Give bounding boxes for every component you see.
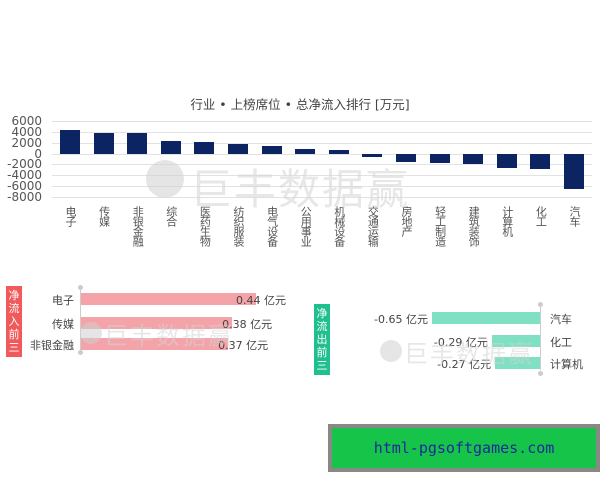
net-inflow-bar-chart: 6000 4000 2000 0 -2000 -4000 -6000 -8000 电子 传媒 非银金…: [7, 114, 592, 246]
x-axis-label: 计算机: [500, 206, 514, 236]
bar[interactable]: [194, 141, 215, 154]
outflow-axis: [540, 306, 541, 370]
bar[interactable]: [396, 153, 416, 163]
y-tick-label: 0: [34, 146, 42, 161]
y-tick-label: 2000: [11, 135, 42, 150]
outflow-value-label: -0.27 亿元: [437, 358, 492, 371]
footer-banner: html-pgsoftgames.com: [328, 424, 600, 472]
bar[interactable]: [60, 129, 80, 154]
gridline: [52, 186, 592, 188]
outflow-tag-label: 净流出前三: [316, 307, 328, 372]
inflow-bar[interactable]: [81, 317, 233, 329]
x-axis-label: 综合: [164, 206, 178, 226]
x-axis-label: 化工: [534, 206, 548, 226]
bar[interactable]: [228, 143, 248, 154]
gridline: [52, 175, 592, 177]
outflow-bar[interactable]: [495, 357, 540, 369]
x-axis-label: 汽车: [568, 206, 581, 226]
gridline: [52, 121, 592, 122]
gridline: [52, 142, 592, 144]
x-axis-label: 纺织服装: [232, 206, 245, 246]
inflow-bar[interactable]: [81, 293, 256, 305]
inflow-axis: [80, 290, 81, 350]
x-axis-label: 机械设备: [332, 206, 346, 246]
x-axis-label: 公用事业: [299, 206, 313, 246]
x-axis-label: 电子: [64, 206, 77, 226]
bar[interactable]: [429, 153, 450, 163]
y-tick-label: 4000: [11, 124, 42, 139]
bar[interactable]: [564, 153, 584, 189]
inflow-item-name: 电子: [52, 294, 74, 307]
outflow-bar[interactable]: [491, 335, 540, 347]
footer-link[interactable]: html-pgsoftgames.com: [332, 428, 596, 468]
x-axis-label: 电气设备: [265, 206, 279, 246]
inflow-value-label: 0.38 亿元: [222, 318, 273, 331]
outflow-item-name: 化工: [550, 336, 572, 349]
bar[interactable]: [160, 141, 181, 154]
bar[interactable]: [93, 132, 114, 154]
outflow-tag: 净流出前三: [314, 304, 330, 375]
y-tick-label: -2000: [7, 157, 42, 172]
outflow-item-name: 汽车: [550, 313, 572, 326]
axis-dot: [538, 371, 543, 376]
x-axis-label: 非银金融: [131, 206, 145, 246]
bar[interactable]: [496, 153, 517, 169]
inflow-bar[interactable]: [81, 338, 229, 350]
axis-dot: [538, 302, 543, 307]
inflow-value-label: 0.44 亿元: [236, 294, 286, 307]
bar[interactable]: [328, 150, 349, 154]
gridline: [52, 153, 592, 155]
bar[interactable]: [127, 133, 148, 154]
watermark-logo-icon: [146, 160, 184, 198]
y-tick-label: -6000: [7, 179, 42, 194]
outflow-bar[interactable]: [432, 312, 540, 324]
inflow-tag: 净流入前三: [6, 286, 22, 357]
x-axis-label: 交通运输: [366, 206, 380, 246]
bar[interactable]: [463, 153, 484, 165]
axis-dot: [78, 350, 83, 355]
inflow-item-name: 传媒: [52, 318, 74, 331]
chart-title: 行业 • 上榜席位 • 总净流入排行 [万元]: [190, 97, 410, 112]
bar[interactable]: [362, 153, 383, 158]
gridline: [52, 131, 592, 133]
x-axis-label: 轻工制造: [433, 206, 447, 246]
y-tick-label: 6000: [11, 114, 42, 128]
y-tick-label: -8000: [7, 190, 42, 204]
inflow-item-name: 非银金融: [30, 339, 74, 352]
bar[interactable]: [530, 153, 551, 170]
outflow-value-label: -0.65 亿元: [374, 313, 428, 326]
y-tick-label: -4000: [7, 168, 42, 183]
inflow-tag-label: 净流入前三: [8, 289, 20, 354]
gridline: [52, 197, 592, 198]
axis-dot: [78, 285, 83, 290]
inflow-value-label: 0.37 亿元: [218, 339, 269, 352]
x-axis-label: 医药生物: [198, 206, 212, 246]
gridline: [52, 164, 592, 166]
watermark-logo-icon: [80, 322, 102, 344]
bar[interactable]: [295, 148, 316, 154]
x-axis-label: 房地产: [400, 206, 413, 236]
outflow-item-name: 计算机: [550, 358, 583, 371]
x-axis-label: 传媒: [97, 206, 111, 226]
watermark-logo-icon: [380, 340, 402, 362]
x-axis-label: 建筑装饰: [467, 206, 481, 246]
outflow-value-label: -0.29 亿元: [433, 336, 488, 349]
bar[interactable]: [261, 145, 282, 154]
